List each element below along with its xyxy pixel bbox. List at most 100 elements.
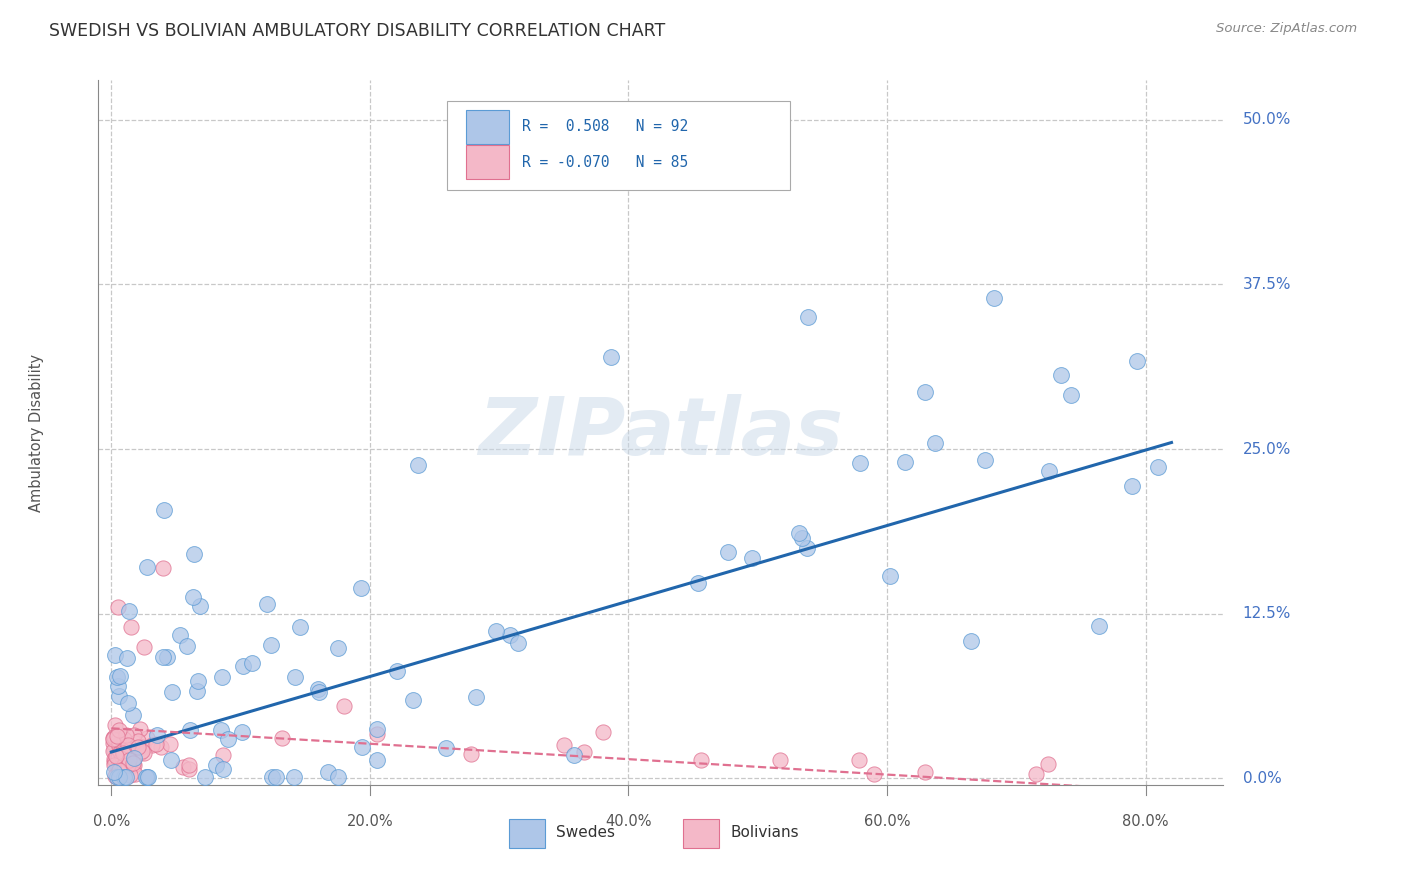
Point xyxy=(146,728,169,742)
Point xyxy=(103,757,125,772)
Point xyxy=(260,638,283,652)
Point xyxy=(690,753,713,767)
Point xyxy=(107,762,129,776)
Text: R = -0.070   N = 85: R = -0.070 N = 85 xyxy=(523,154,689,169)
Point xyxy=(1049,368,1071,382)
Point xyxy=(176,639,198,653)
Point xyxy=(111,755,134,769)
Point xyxy=(787,525,810,540)
Point xyxy=(460,747,482,761)
Point xyxy=(117,696,139,710)
Point xyxy=(156,649,179,664)
Point xyxy=(266,770,288,784)
Point xyxy=(111,750,134,764)
Point xyxy=(117,738,139,752)
Point xyxy=(721,126,744,140)
Text: 60.0%: 60.0% xyxy=(863,814,910,829)
Point xyxy=(141,739,163,753)
Point xyxy=(107,770,129,784)
Point xyxy=(162,685,184,699)
Point xyxy=(136,731,159,745)
Point xyxy=(366,726,388,740)
FancyBboxPatch shape xyxy=(467,145,509,179)
Point xyxy=(121,740,143,755)
Point xyxy=(796,541,818,555)
Point xyxy=(122,758,145,772)
Point xyxy=(101,744,124,758)
Point xyxy=(188,599,211,614)
Point xyxy=(211,669,233,683)
Point xyxy=(387,664,409,678)
Point xyxy=(1060,388,1083,402)
Point xyxy=(129,740,152,755)
Text: 20.0%: 20.0% xyxy=(347,814,394,829)
Point xyxy=(924,435,946,450)
Point xyxy=(465,690,488,705)
Point xyxy=(122,707,145,722)
Point xyxy=(136,770,159,784)
Point xyxy=(849,456,872,470)
Point xyxy=(107,757,129,772)
Point xyxy=(231,725,253,739)
Text: Swedes: Swedes xyxy=(557,825,616,840)
Point xyxy=(741,550,763,565)
Point xyxy=(688,575,710,590)
Point xyxy=(506,636,529,650)
Point xyxy=(111,744,134,758)
Point xyxy=(232,659,254,673)
Point xyxy=(115,741,138,756)
Point xyxy=(717,545,740,559)
Point xyxy=(118,753,141,767)
Point xyxy=(797,310,820,325)
Point xyxy=(122,752,145,766)
Point xyxy=(108,763,131,777)
Point xyxy=(145,737,167,751)
Point xyxy=(101,731,124,746)
Point xyxy=(959,634,981,648)
Point xyxy=(1038,757,1060,772)
Point xyxy=(983,291,1005,305)
Point xyxy=(1088,618,1111,632)
Point xyxy=(256,597,278,611)
Point xyxy=(112,770,135,784)
Point xyxy=(181,590,204,604)
Point xyxy=(848,753,870,767)
Point xyxy=(169,628,191,642)
Point xyxy=(107,689,129,703)
Point xyxy=(135,770,157,784)
Point xyxy=(862,767,884,781)
Point xyxy=(107,770,129,784)
Point xyxy=(366,722,388,736)
Point xyxy=(104,754,127,768)
Text: 0.0%: 0.0% xyxy=(93,814,129,829)
Point xyxy=(136,770,159,784)
Point xyxy=(103,755,125,769)
Point xyxy=(117,758,139,772)
Point xyxy=(1025,766,1047,780)
Point xyxy=(104,717,127,731)
FancyBboxPatch shape xyxy=(509,819,546,848)
Point xyxy=(284,670,307,684)
Point xyxy=(108,723,131,738)
Point xyxy=(553,739,575,753)
Point xyxy=(118,747,141,761)
Point xyxy=(103,731,125,745)
Point xyxy=(107,751,129,765)
Point xyxy=(128,747,150,761)
Point xyxy=(177,762,200,776)
FancyBboxPatch shape xyxy=(467,110,509,144)
Point xyxy=(1038,464,1060,478)
Point xyxy=(136,559,159,574)
Point xyxy=(308,685,330,699)
Point xyxy=(149,739,172,754)
Point xyxy=(1121,479,1143,493)
Point xyxy=(104,769,127,783)
Point xyxy=(103,752,125,766)
FancyBboxPatch shape xyxy=(447,102,790,189)
Point xyxy=(894,455,917,469)
Point xyxy=(186,683,208,698)
Point xyxy=(108,748,131,763)
Text: SWEDISH VS BOLIVIAN AMBULATORY DISABILITY CORRELATION CHART: SWEDISH VS BOLIVIAN AMBULATORY DISABILIT… xyxy=(49,22,665,40)
Point xyxy=(211,748,233,763)
Text: Source: ZipAtlas.com: Source: ZipAtlas.com xyxy=(1216,22,1357,36)
